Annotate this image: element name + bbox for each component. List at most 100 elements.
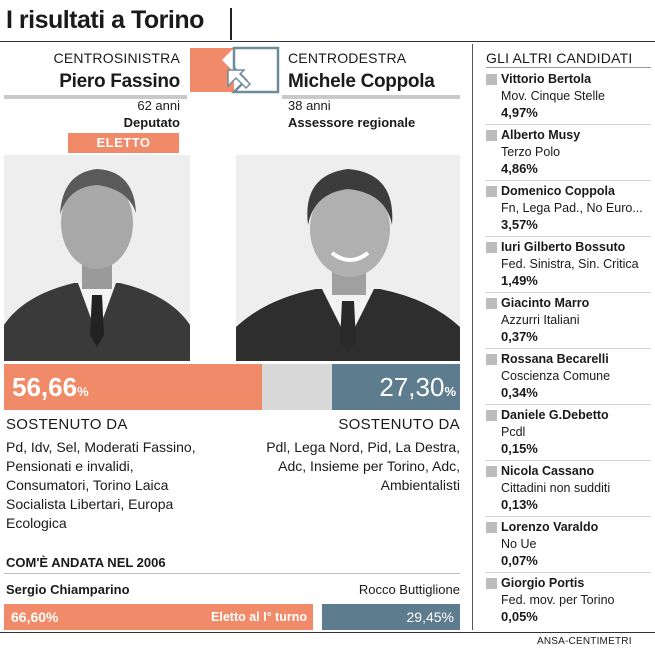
candidate-divider (486, 180, 651, 181)
candidate-divider (486, 460, 651, 461)
right-party-line: Adc, Insieme per Torino, Adc, (278, 458, 460, 474)
history-right-bar: 29,45% (322, 604, 460, 630)
left-result-bar: 56,66% (4, 364, 262, 410)
candidate-name: Giacinto Marro (501, 296, 590, 310)
history-left-name: Sergio Chiamparino (6, 582, 130, 597)
right-percent-label: 27,30% (379, 364, 456, 410)
candidate-percent: 0,15% (501, 441, 538, 456)
left-party-line: Ecologica (6, 515, 67, 531)
candidate-name: Daniele G.Debetto (501, 408, 609, 422)
left-parties-list: Pd, Idv, Sel, Moderati Fassino, Pensiona… (6, 438, 246, 533)
right-party-line: Pdl, Lega Nord, Pid, La Destra, (266, 439, 460, 455)
right-percent-sign: % (444, 384, 456, 399)
square-icon (486, 522, 497, 533)
left-party-line: Pensionati e invalidi, (6, 458, 134, 474)
candidate-divider (486, 292, 651, 293)
left-candidate-photo (4, 155, 190, 361)
right-parties-list: Pdl, Lega Nord, Pid, La Destra, Adc, Ins… (236, 438, 460, 495)
candidate-name: Nicola Cassano (501, 464, 595, 478)
candidate-percent: 0,37% (501, 329, 538, 344)
candidate-party: Cittadini non sudditi (501, 481, 611, 495)
right-name-rule (282, 95, 460, 99)
history-title: COM'È ANDATA NEL 2006 (6, 555, 166, 570)
right-supported-label: SOSTENUTO DA (338, 416, 460, 433)
left-party-line: Consumatori, Torino Laica (6, 477, 169, 493)
candidate-percent: 0,07% (501, 553, 538, 568)
square-icon (486, 578, 497, 589)
page-title: I risultati a Torino (6, 6, 204, 34)
header-rule (0, 41, 655, 42)
candidate-party: Fn, Lega Pad., No Euro... (501, 201, 643, 215)
candidate-divider (486, 348, 651, 349)
right-candidate-photo (236, 155, 460, 361)
others-title: GLI ALTRI CANDIDATI (486, 50, 633, 66)
left-party-line: Pd, Idv, Sel, Moderati Fassino, (6, 439, 196, 455)
history-right-percent: 29,45% (406, 609, 454, 625)
candidate-party: Terzo Polo (501, 145, 561, 159)
candidate-percent: 0,13% (501, 497, 538, 512)
others-title-rule (486, 67, 651, 68)
arrows-icon (190, 46, 280, 94)
history-right-name: Rocco Buttiglione (358, 582, 460, 597)
candidate-percent: 0,05% (501, 609, 538, 624)
candidate-name: Giorgio Portis (501, 576, 585, 590)
candidate-name: Rossana Becarelli (501, 352, 609, 366)
left-percent-sign: % (77, 384, 89, 399)
square-icon (486, 354, 497, 365)
candidate-divider (486, 236, 651, 237)
right-age: 38 anni (288, 98, 331, 113)
candidate-percent: 1,49% (501, 273, 538, 288)
square-icon (486, 186, 497, 197)
left-name-rule (4, 95, 187, 99)
candidate-party: Coscienza Comune (501, 369, 611, 383)
history-left-percent: 66,60% (11, 609, 59, 625)
history-rule (4, 573, 460, 574)
right-result-bar: 27,30% (332, 364, 460, 410)
square-icon (486, 74, 497, 85)
candidate-name: Domenico Coppola (501, 184, 615, 198)
square-icon (486, 130, 497, 141)
right-coalition: CENTRODESTRA (288, 50, 407, 66)
sidebar-divider (472, 44, 473, 630)
title-divider (230, 8, 232, 40)
elected-badge: ELETTO (68, 133, 179, 153)
footer-rule (0, 632, 655, 633)
right-party-line: Ambientalisti (380, 477, 460, 493)
neutral-bar (262, 364, 332, 410)
candidate-party: Fed. Sinistra, Sin. Critica (501, 257, 639, 271)
footer-credit: ANSA-CENTIMETRI (537, 636, 632, 647)
candidate-party: Pcdl (501, 425, 526, 439)
candidate-percent: 3,57% (501, 217, 538, 232)
history-left-bar: 66,60% Eletto al I° turno (4, 604, 313, 630)
right-percent-value: 27,30 (379, 372, 445, 402)
left-percent-label: 56,66% (12, 364, 89, 410)
candidate-name: Alberto Musy (501, 128, 581, 142)
candidate-name: Iuri Gilberto Bossuto (501, 240, 626, 254)
candidate-percent: 4,86% (501, 161, 538, 176)
square-icon (486, 410, 497, 421)
candidate-divider (486, 404, 651, 405)
candidate-divider (486, 516, 651, 517)
right-candidate-name: Michele Coppola (288, 71, 435, 92)
candidate-party: Mov. Cinque Stelle (501, 89, 605, 103)
left-role: Deputato (123, 115, 180, 130)
candidate-party: Azzurri Italiani (501, 313, 580, 327)
candidate-party: Fed. mov. per Torino (501, 593, 615, 607)
history-left-note: Eletto al I° turno (211, 610, 307, 624)
candidate-divider (486, 572, 651, 573)
candidate-party: No Ue (501, 537, 537, 551)
candidate-name: Vittorio Bertola (501, 72, 592, 86)
candidate-percent: 4,97% (501, 105, 538, 120)
left-age: 62 anni (137, 98, 180, 113)
left-supported-label: SOSTENUTO DA (6, 416, 128, 433)
square-icon (486, 242, 497, 253)
square-icon (486, 298, 497, 309)
candidate-percent: 0,34% (501, 385, 538, 400)
square-icon (486, 466, 497, 477)
candidate-name: Lorenzo Varaldo (501, 520, 599, 534)
left-party-line: Socialista Libertari, Europa (6, 496, 174, 512)
left-coalition: CENTROSINISTRA (53, 50, 180, 66)
candidate-divider (486, 124, 651, 125)
right-role: Assessore regionale (288, 115, 416, 130)
left-percent-value: 56,66 (12, 372, 78, 402)
